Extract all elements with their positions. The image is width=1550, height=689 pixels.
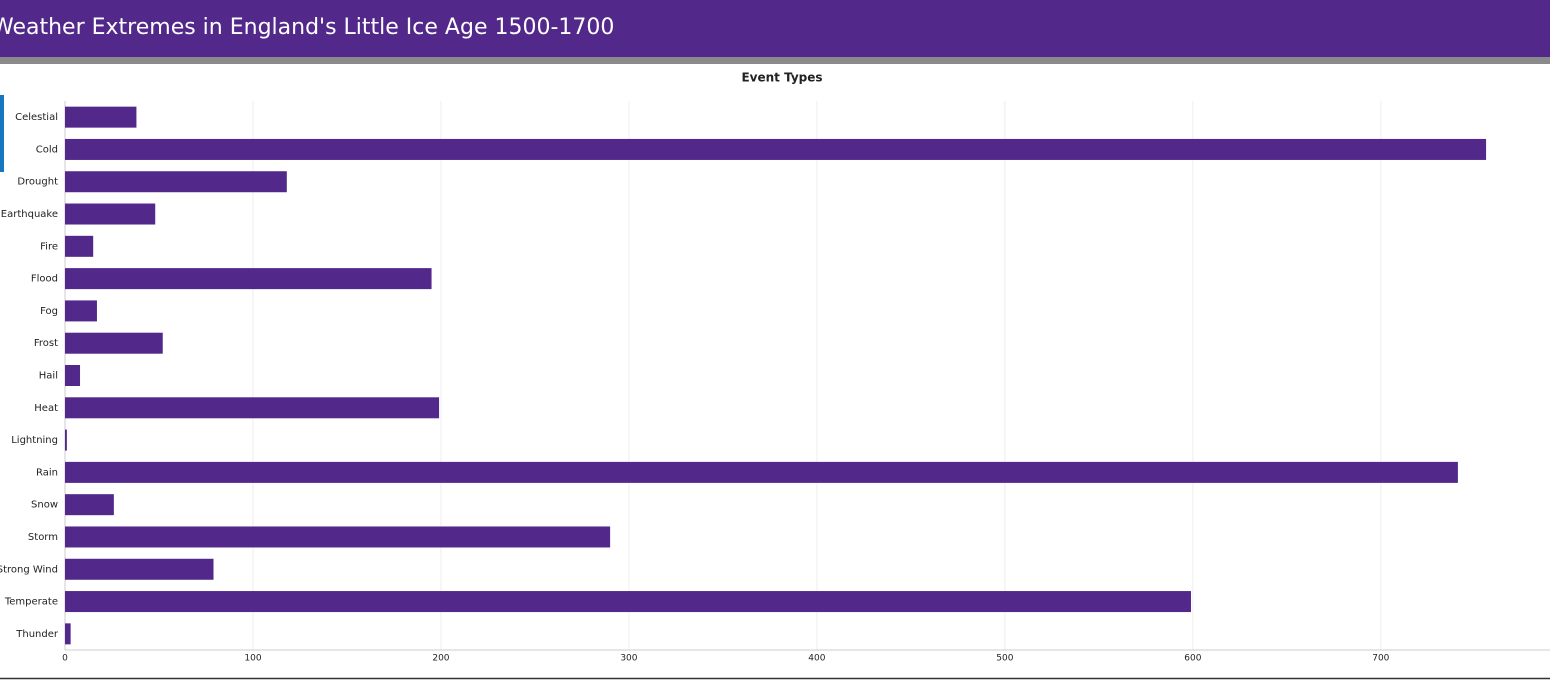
bar	[65, 429, 67, 451]
y-tick-label: Frost	[34, 338, 58, 349]
y-tick-label: Hail	[39, 371, 58, 382]
x-tick-label: 300	[620, 654, 637, 664]
bar	[65, 397, 440, 419]
selection-indicator	[0, 95, 4, 172]
bar	[65, 526, 611, 548]
y-tick-label: Strong Wind	[0, 564, 58, 575]
x-tick-label: 100	[244, 654, 261, 664]
bar	[65, 591, 1191, 613]
x-tick-label: 0	[62, 654, 68, 664]
y-tick-label: Lightning	[11, 435, 58, 446]
bar	[65, 461, 1458, 483]
y-tick-label: Earthquake	[1, 209, 58, 220]
bar	[65, 365, 81, 386]
y-tick-label: Storm	[28, 532, 58, 543]
bar	[65, 494, 114, 516]
y-tick-label: Heat	[34, 403, 58, 414]
x-tick-label: 700	[1372, 654, 1389, 664]
y-tick-label: Snow	[31, 500, 58, 511]
y-tick-label: Flood	[31, 274, 58, 285]
bar	[65, 138, 1487, 160]
x-tick-label: 200	[432, 654, 449, 664]
y-tick-label: Celestial	[15, 112, 58, 123]
y-tick-label: Drought	[17, 177, 58, 188]
bar	[65, 171, 287, 193]
header-strip	[0, 57, 1550, 64]
bar	[65, 268, 432, 290]
chart-title: Event Types	[741, 71, 822, 85]
x-tick-label: 500	[996, 654, 1013, 664]
y-tick-label: Cold	[36, 144, 58, 155]
bar	[65, 332, 163, 354]
bar	[65, 300, 97, 322]
page-title: Weather Extremes in England's Little Ice…	[0, 15, 614, 40]
y-tick-label: Fire	[40, 241, 58, 252]
y-tick-label: Rain	[36, 467, 58, 478]
bar	[65, 623, 71, 645]
x-tick-label: 400	[808, 654, 825, 664]
y-tick-label: Temperate	[4, 597, 58, 608]
x-tick-label: 600	[1184, 654, 1201, 664]
header-bar	[0, 0, 1550, 57]
y-tick-label: Fog	[40, 306, 58, 317]
bar	[65, 203, 156, 225]
bar	[65, 106, 137, 128]
bar	[65, 558, 214, 580]
bar	[65, 235, 94, 257]
y-tick-label: Thunder	[15, 629, 59, 640]
